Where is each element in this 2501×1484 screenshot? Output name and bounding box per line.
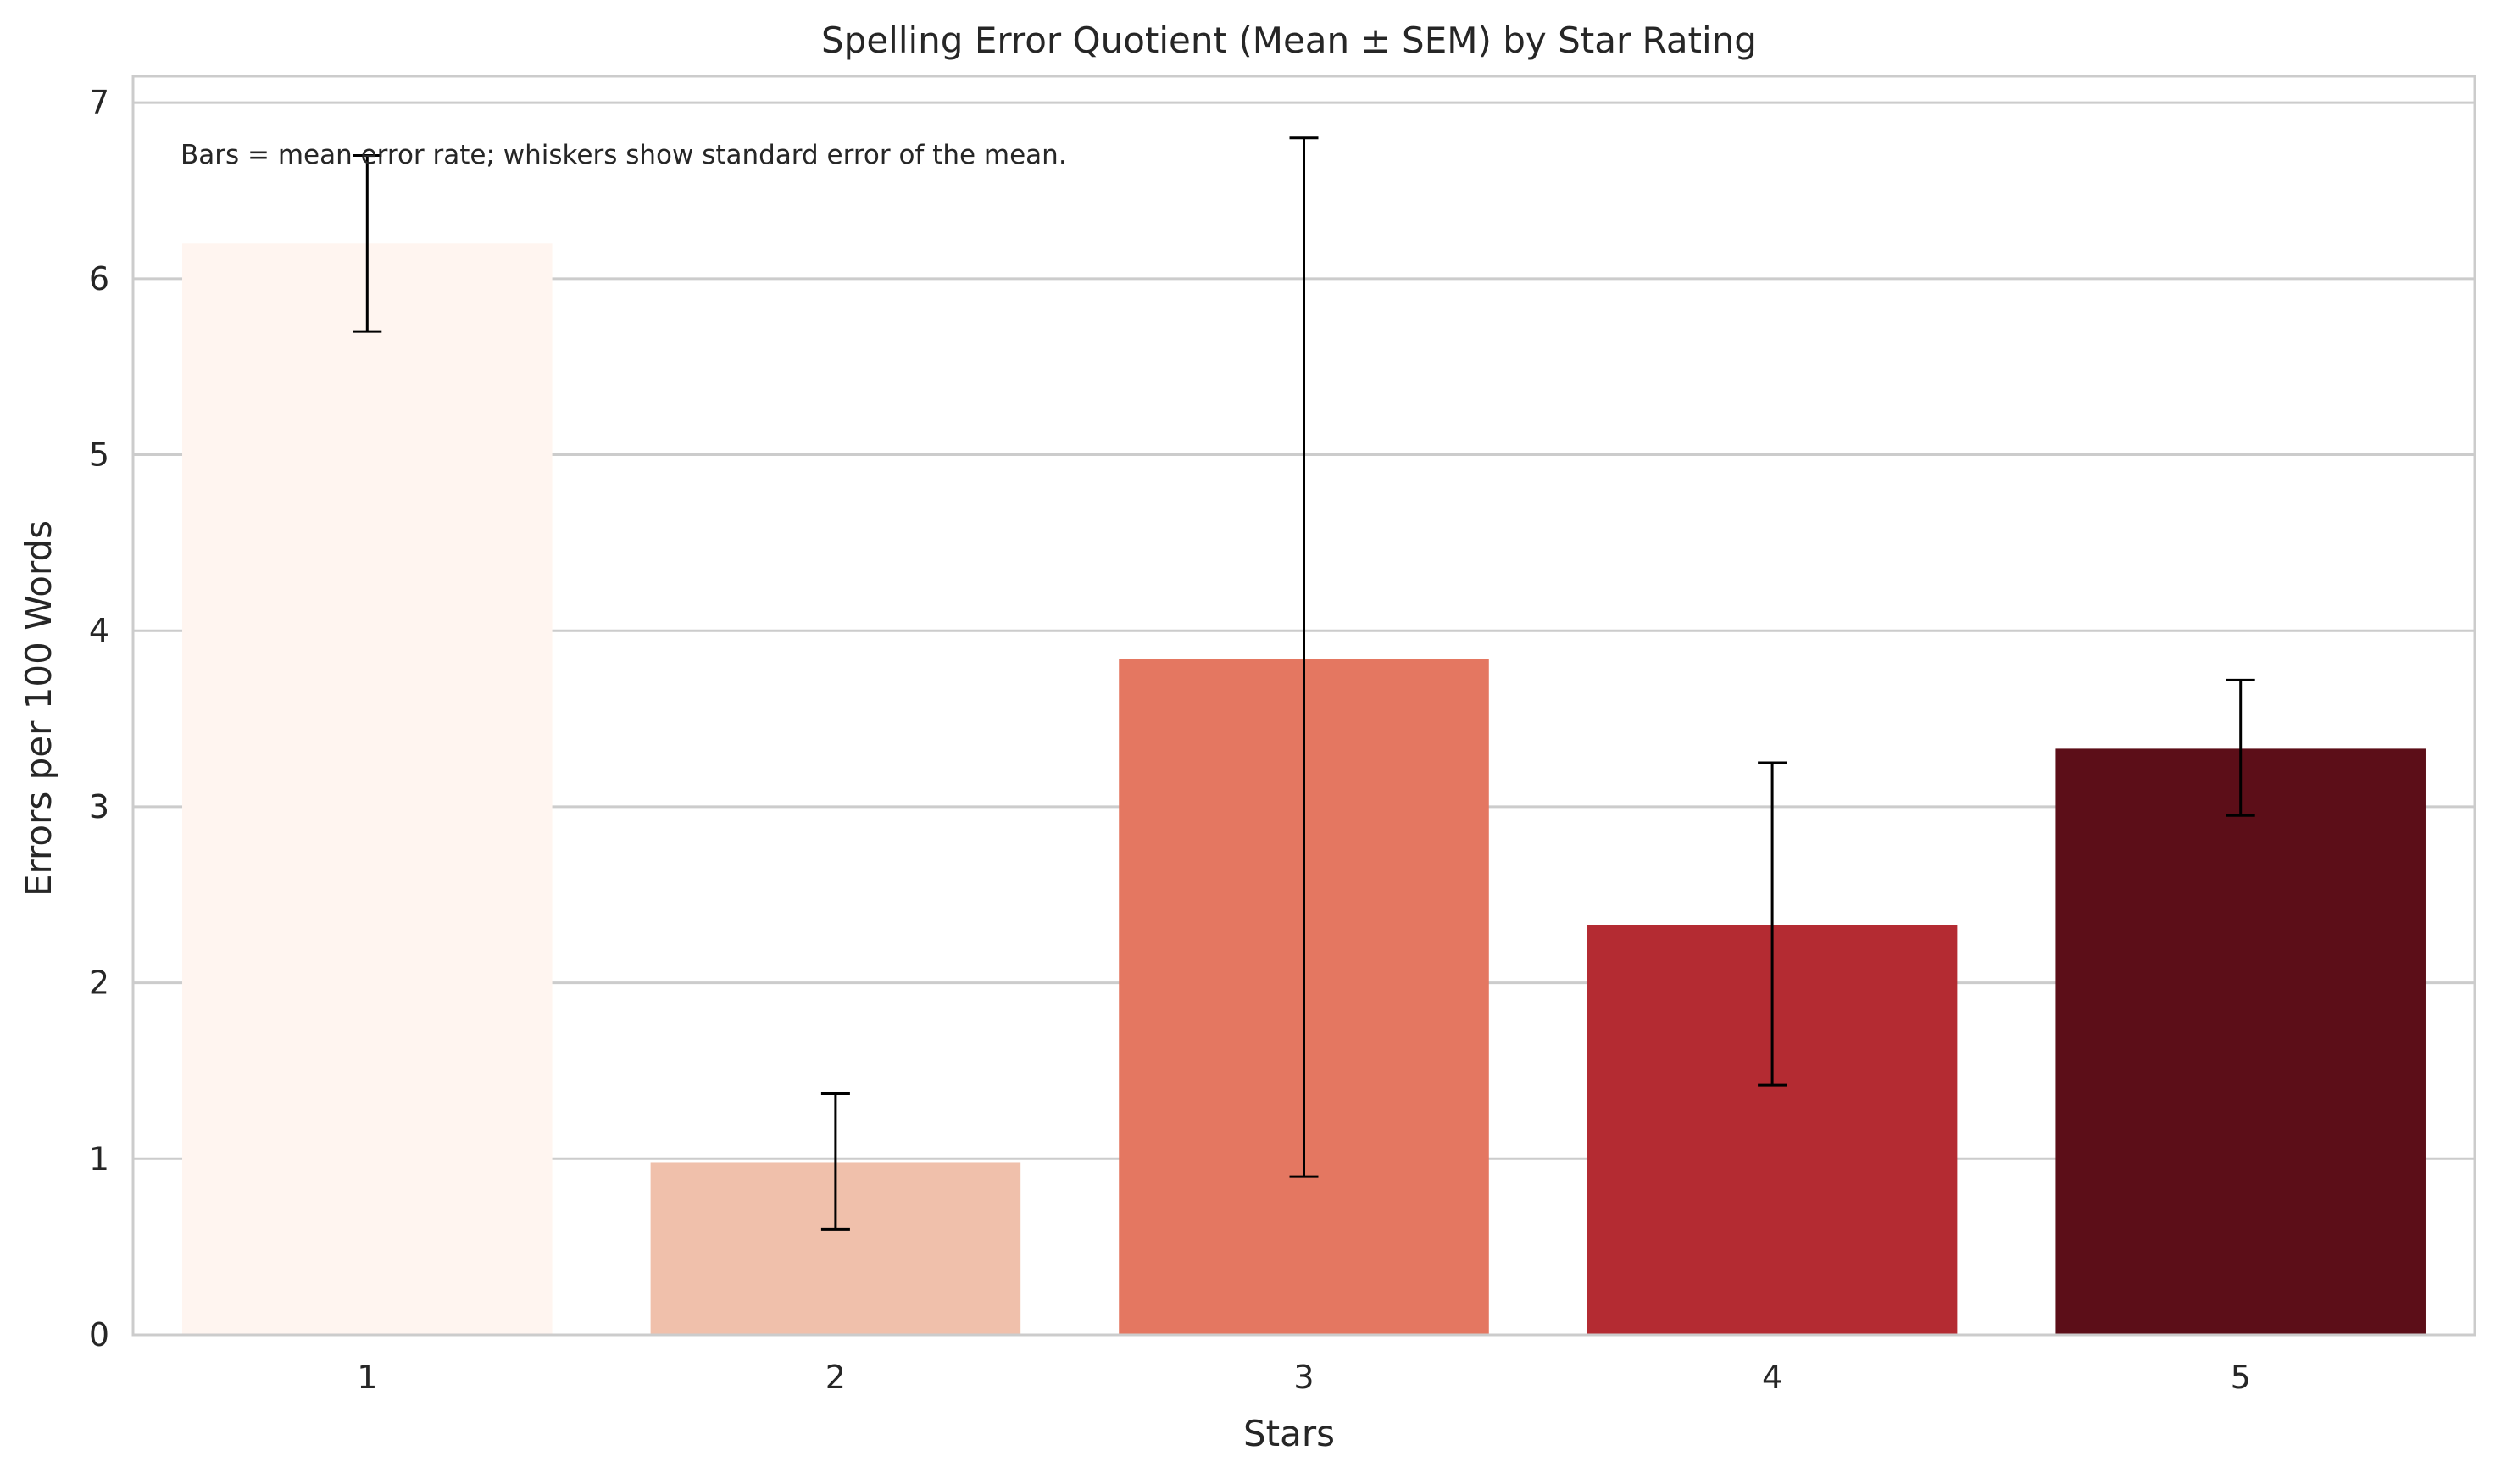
x-tick-label: 1 bbox=[357, 1359, 377, 1396]
x-tick-label: 4 bbox=[1762, 1359, 1782, 1396]
error-bar-3 bbox=[1289, 136, 1319, 1178]
y-tick-label: 2 bbox=[89, 964, 109, 1002]
bar-1 bbox=[182, 243, 553, 1336]
chart-title: Spelling Error Quotient (Mean ± SEM) by … bbox=[821, 19, 1757, 61]
y-tick-label: 6 bbox=[89, 260, 109, 297]
x-tick-label: 3 bbox=[1293, 1359, 1314, 1396]
error-bar-4 bbox=[1758, 761, 1787, 1087]
error-bar-5 bbox=[2226, 678, 2255, 817]
x-tick-label: 5 bbox=[2231, 1359, 2251, 1396]
y-tick-label: 1 bbox=[89, 1140, 109, 1177]
x-axis-label: Stars bbox=[1243, 1413, 1335, 1454]
x-tick-labels: 1 2 3 4 5 bbox=[357, 1359, 2251, 1396]
y-tick-label: 5 bbox=[89, 436, 109, 474]
y-tick-label: 0 bbox=[89, 1316, 109, 1353]
y-tick-label: 4 bbox=[89, 612, 109, 649]
chart-annotation: Bars = mean error rate; whiskers show st… bbox=[181, 140, 1067, 170]
bar-5 bbox=[2055, 748, 2426, 1335]
y-tick-label: 7 bbox=[89, 84, 109, 121]
error-bars bbox=[353, 136, 2255, 1231]
y-tick-labels: 0 1 2 3 4 5 6 7 bbox=[89, 84, 109, 1353]
y-axis-label: Errors per 100 Words bbox=[18, 520, 59, 897]
plot-frame bbox=[131, 75, 2476, 1337]
error-bar-1 bbox=[353, 153, 382, 333]
error-bar-2 bbox=[820, 1092, 850, 1231]
y-tick-label: 3 bbox=[89, 788, 109, 825]
x-tick-label: 2 bbox=[825, 1359, 846, 1396]
